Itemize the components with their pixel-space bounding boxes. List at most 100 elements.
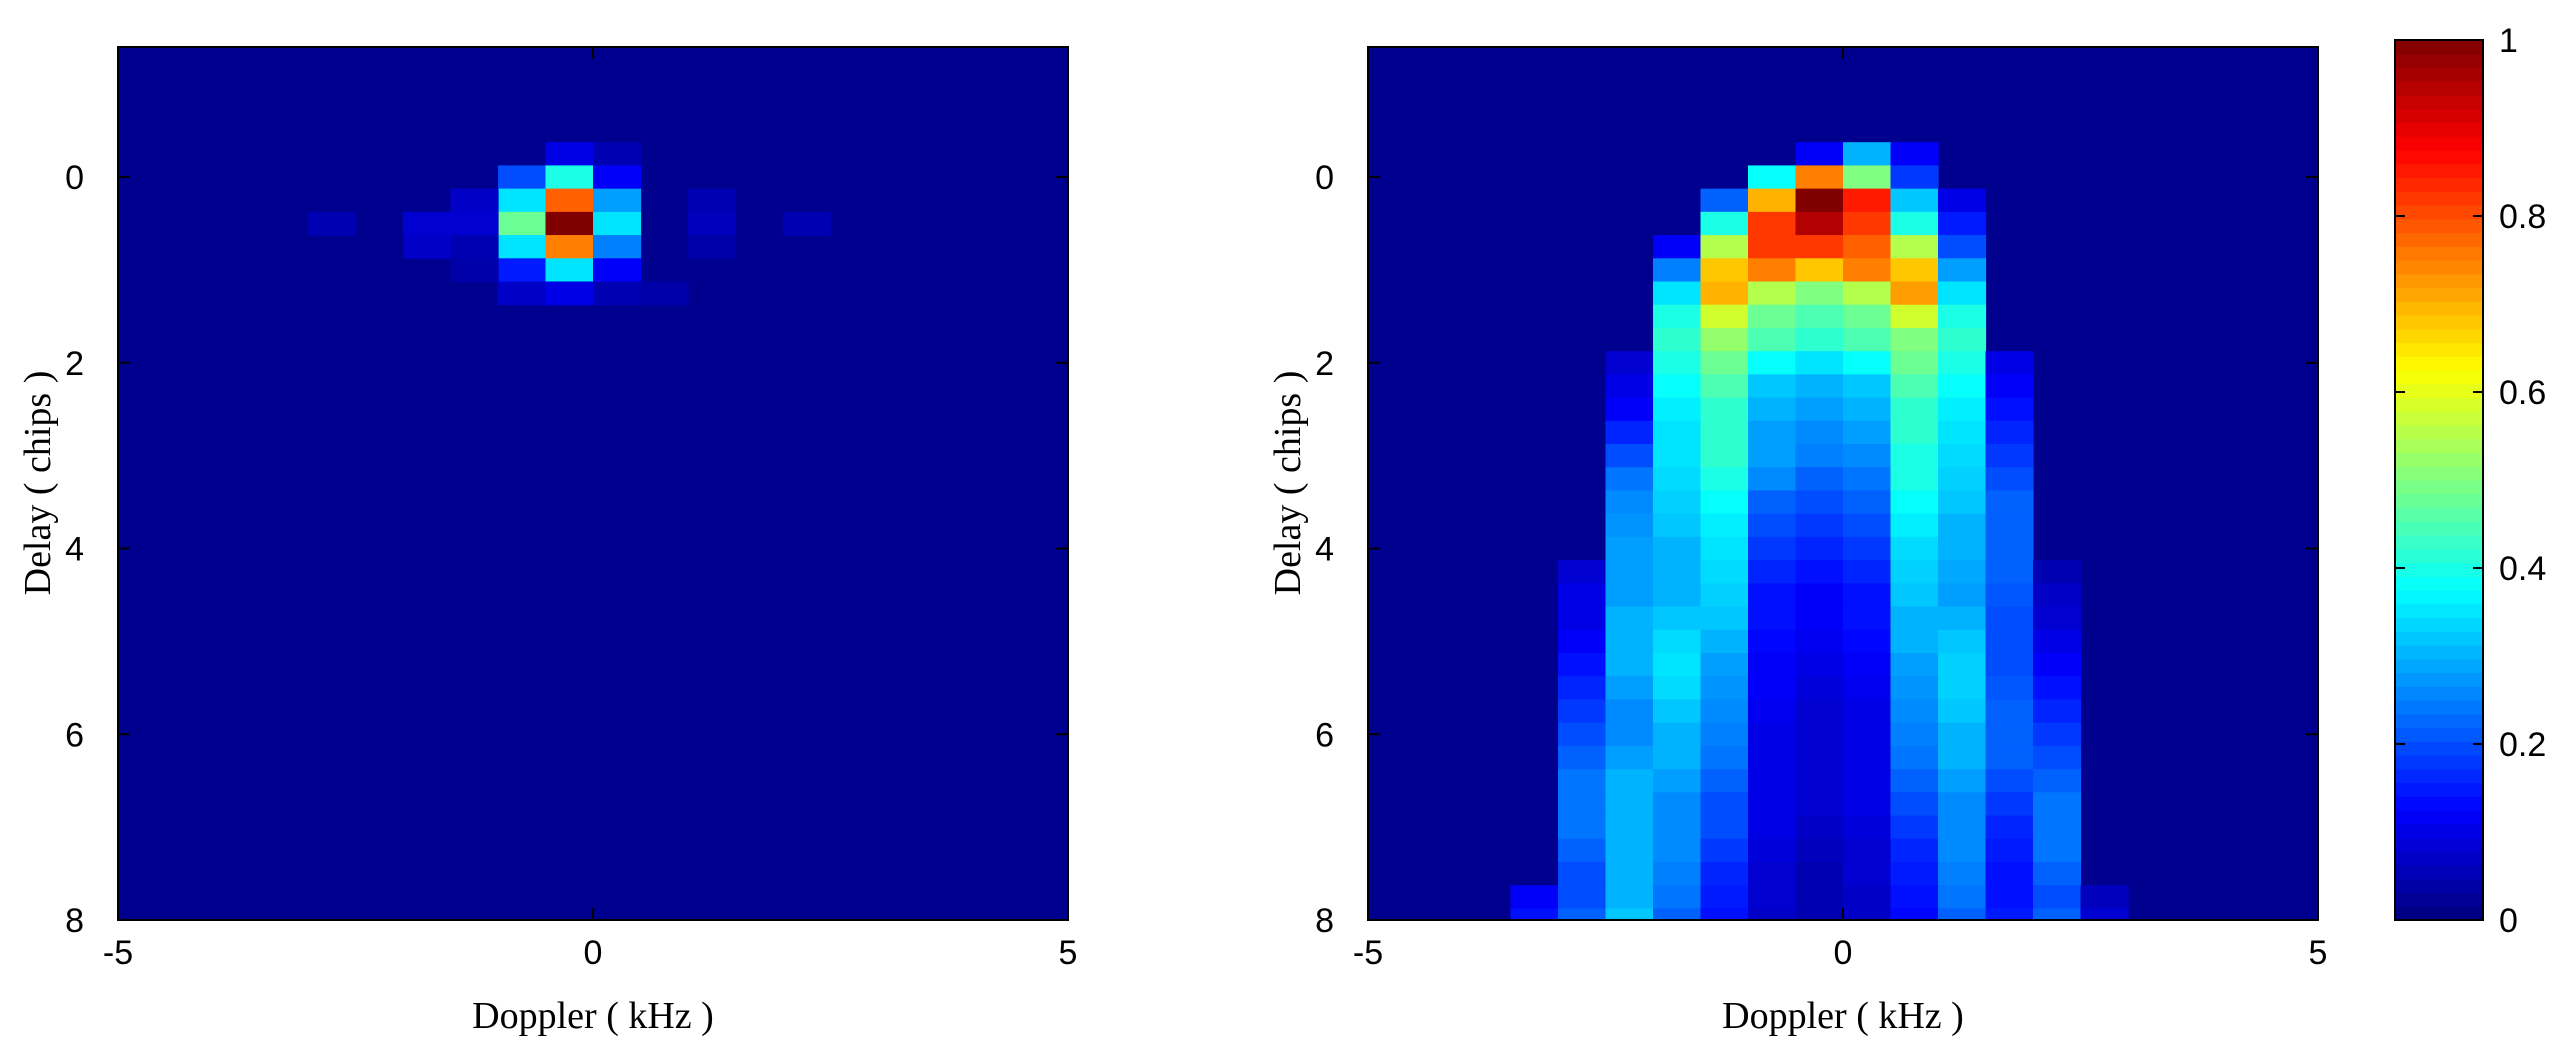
- colorbar-band: [2395, 425, 2483, 440]
- right-heatmap-cell: [1795, 188, 1844, 213]
- right-heatmap-cell: [1843, 838, 1892, 863]
- right-heatmap-cell: [1890, 861, 1939, 886]
- right-heatmap-cell: [1890, 211, 1939, 236]
- right-heatmap-cell: [1558, 838, 1607, 863]
- right-heatmap-cell: [1653, 652, 1702, 677]
- right-heatmap-cell: [1890, 560, 1939, 584]
- right-heatmap-cell: [1938, 560, 1987, 584]
- right-heatmap-cell: [1653, 560, 1702, 584]
- right-heatmap-cell: [1748, 885, 1797, 909]
- colorbar-frame: [2394, 39, 2484, 921]
- right-heatmap-cell: [1938, 652, 1987, 677]
- right-heatmap-cell: [1795, 722, 1844, 747]
- colorbar-band: [2395, 438, 2483, 454]
- right-heatmap-cell: [2033, 652, 2082, 677]
- right-heatmap-cell: [1843, 745, 1892, 770]
- right-heatmap-cell: [1795, 861, 1844, 886]
- left-heatmap-cell: [593, 188, 642, 213]
- right-heatmap-cell: [1700, 560, 1749, 584]
- right-heatmap-cell: [1605, 861, 1654, 886]
- right-heatmap-cell: [1700, 327, 1749, 352]
- right-heatmap-cell: [1605, 583, 1654, 608]
- right-heatmap-cell: [1605, 374, 1654, 399]
- right-y-axis-label: Delay ( chips ): [1267, 371, 1309, 596]
- right-heatmap-cell: [1890, 792, 1939, 817]
- left-x-axis-label: Doppler ( kHz ): [472, 995, 714, 1037]
- colorbar-band: [2395, 136, 2483, 151]
- right-heatmap-cell: [1938, 281, 1987, 306]
- right-heatmap-cell: [1700, 792, 1749, 817]
- right-heatmap-cell: [1843, 490, 1892, 515]
- right-heatmap-cell: [1700, 745, 1749, 770]
- right-heatmap-cell: [1795, 815, 1844, 840]
- colorbar-band: [2395, 837, 2483, 852]
- colorbar-gradient: [2395, 40, 2483, 921]
- right-heatmap-cell: [1653, 629, 1702, 654]
- colorbar-band: [2395, 521, 2483, 536]
- right-heatmap-cell: [1700, 235, 1749, 259]
- right-heatmap-cell: [1795, 792, 1844, 817]
- right-heatmap-cell: [1985, 815, 2034, 840]
- colorbar-band: [2395, 480, 2483, 495]
- colorbar-band: [2395, 493, 2483, 509]
- right-heatmap-cell: [1795, 211, 1844, 236]
- right-y-tick-label: 8: [1315, 902, 1334, 940]
- right-heatmap-cell: [1843, 815, 1892, 840]
- right-heatmap-cell: [1938, 792, 1987, 817]
- right-heatmap-cell: [1938, 699, 1987, 724]
- right-heatmap-cell: [1605, 351, 1654, 375]
- right-heatmap-cell: [2033, 676, 2082, 701]
- right-heatmap-cell: [1938, 629, 1987, 654]
- left-x-tick-label: 5: [1059, 934, 1078, 972]
- right-heatmap-cell: [1985, 676, 2034, 701]
- right-heatmap-cell: [1795, 235, 1844, 259]
- right-heatmap-cell: [1795, 885, 1844, 909]
- right-heatmap-cell: [1558, 792, 1607, 817]
- right-heatmap-cell: [1653, 444, 1702, 468]
- colorbar-band: [2395, 851, 2483, 866]
- right-heatmap-cell: [1605, 908, 1654, 921]
- colorbar-band: [2395, 40, 2483, 55]
- left-heatmap-cells: [308, 142, 832, 306]
- right-heatmap-cell: [1890, 397, 1939, 422]
- right-heatmap-cell: [1605, 699, 1654, 724]
- colorbar-band: [2395, 411, 2483, 426]
- right-heatmap-cell: [1890, 769, 1939, 793]
- colorbar-band: [2395, 645, 2483, 660]
- right-heatmap-cell: [1748, 699, 1797, 724]
- right-heatmap-cell: [1890, 467, 1939, 492]
- right-y-tick-label: 4: [1315, 531, 1334, 569]
- right-heatmap-cell: [1748, 467, 1797, 492]
- colorbar-tick-label: 0.4: [2499, 550, 2546, 588]
- right-heatmap-cell: [1938, 513, 1987, 538]
- right-heatmap-cell: [1985, 908, 2034, 921]
- right-heatmap-cell: [1795, 142, 1844, 167]
- right-heatmap-cell: [2033, 815, 2082, 840]
- right-heatmap-cell: [1558, 560, 1607, 584]
- right-heatmap-cell: [1795, 420, 1844, 445]
- right-heatmap-cell: [1653, 536, 1702, 561]
- right-heatmap-cell: [2033, 722, 2082, 747]
- colorbar-band: [2395, 658, 2483, 674]
- colorbar-tick-label: 0.2: [2499, 726, 2546, 764]
- right-heatmap-cell: [1653, 676, 1702, 701]
- right-heatmap-cell: [1795, 560, 1844, 584]
- right-x-tick-label: -5: [1353, 934, 1383, 972]
- colorbar-band: [2395, 810, 2483, 825]
- right-heatmap-cell: [1795, 838, 1844, 863]
- right-heatmap-cell: [1890, 838, 1939, 863]
- right-heatmap-cell: [1748, 908, 1797, 921]
- right-heatmap-cell: [1653, 235, 1702, 259]
- colorbar-band: [2395, 878, 2483, 894]
- right-heatmap-cell: [1795, 745, 1844, 770]
- right-heatmap-cell: [1558, 606, 1607, 631]
- right-heatmap-cell: [1748, 490, 1797, 515]
- right-heatmap-cell: [1510, 885, 1559, 909]
- left-heatmap-cell: [498, 165, 547, 190]
- right-heatmap-cell: [1843, 397, 1892, 422]
- right-heatmap-cell: [1843, 188, 1892, 213]
- right-heatmap-cell: [1748, 374, 1797, 399]
- right-heatmap-cell: [1843, 327, 1892, 352]
- right-heatmap-cell: [1558, 815, 1607, 840]
- right-heatmap-cell: [1985, 374, 2034, 399]
